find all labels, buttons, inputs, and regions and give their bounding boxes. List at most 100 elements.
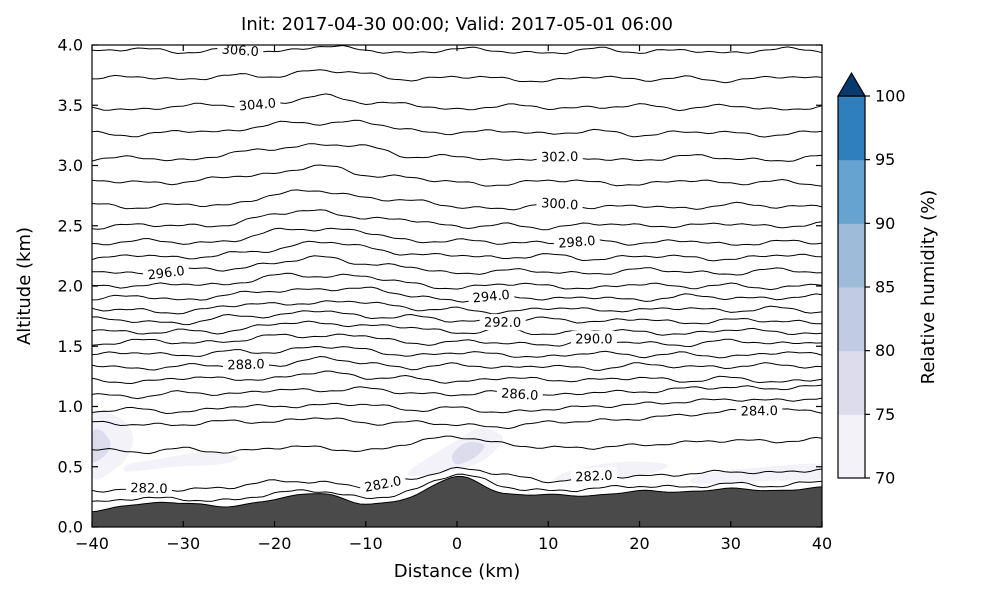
terrain bbox=[92, 475, 822, 527]
colorbar-tick-label: 80 bbox=[875, 341, 895, 360]
colorbar-tick-label: 95 bbox=[875, 150, 895, 169]
colorbar-tick-label: 75 bbox=[875, 405, 895, 424]
y-tick-label: 0.0 bbox=[58, 518, 83, 537]
x-axis-label: Distance (km) bbox=[394, 561, 520, 582]
contour-label: 290.0 bbox=[570, 331, 617, 348]
contour-label: 288.0 bbox=[222, 355, 270, 374]
y-axis-label: Altitude (km) bbox=[14, 227, 35, 345]
plot-area: 306.0 304.0 302.0 300.0 298.0 296.0 294.0 292.0… bbox=[92, 42, 822, 527]
svg-text:284.0: 284.0 bbox=[741, 404, 778, 420]
contour-label: 292.0 bbox=[479, 314, 526, 331]
contour-label: 284.0 bbox=[736, 402, 783, 420]
contour-line bbox=[92, 93, 822, 112]
contour-line bbox=[92, 255, 822, 276]
colorbar-segment bbox=[838, 96, 865, 161]
humidity-patch bbox=[92, 410, 134, 480]
colorbar-segment bbox=[838, 159, 865, 224]
contour-label: 282.0 bbox=[570, 466, 618, 486]
contour-line bbox=[92, 209, 822, 231]
colorbar-tick-label: 90 bbox=[875, 214, 895, 233]
axes: −40 −30 −20 −10 0 10 20 30 40 0.0 0.5 1.0 1.5 2.0 2.5 3… bbox=[58, 36, 833, 554]
x-tick-label: 0 bbox=[452, 534, 462, 553]
x-tick-label: 20 bbox=[629, 534, 649, 553]
svg-text:292.0: 292.0 bbox=[484, 316, 521, 331]
render-root: 306.0 304.0 302.0 300.0 298.0 296.0 294.0 292.0… bbox=[58, 36, 906, 554]
svg-text:298.0: 298.0 bbox=[558, 234, 596, 252]
y-tick-label: 0.5 bbox=[58, 457, 83, 476]
colorbar-over-arrow bbox=[836, 71, 867, 97]
x-tick-label: −40 bbox=[75, 534, 109, 553]
contour-line bbox=[92, 69, 822, 84]
contour-label: 304.0 bbox=[233, 94, 282, 115]
svg-text:302.0: 302.0 bbox=[541, 150, 578, 166]
colorbar-segment bbox=[838, 350, 865, 415]
contour-line bbox=[92, 473, 822, 502]
contour-line bbox=[92, 119, 822, 138]
contour-line bbox=[92, 333, 822, 348]
contour-line bbox=[92, 384, 822, 400]
contour-label: 302.0 bbox=[536, 148, 583, 166]
colorbar-segment bbox=[838, 414, 865, 479]
x-tick-label: 10 bbox=[538, 534, 558, 553]
contour-line bbox=[92, 227, 822, 246]
contour-line bbox=[92, 286, 822, 303]
humidity-shading bbox=[92, 410, 822, 484]
svg-text:282.0: 282.0 bbox=[363, 474, 402, 496]
svg-text:296.0: 296.0 bbox=[147, 264, 186, 284]
contour-line bbox=[92, 300, 822, 315]
contour-label: 282.0 bbox=[125, 479, 173, 497]
contour-lines bbox=[92, 45, 822, 502]
svg-text:306.0: 306.0 bbox=[221, 42, 259, 60]
y-tick-label: 3.5 bbox=[58, 96, 83, 115]
colorbar-label: Relative humidity (%) bbox=[918, 190, 939, 385]
svg-text:282.0: 282.0 bbox=[130, 481, 168, 497]
y-tick-label: 2.0 bbox=[58, 277, 83, 296]
svg-text:286.0: 286.0 bbox=[501, 386, 539, 404]
colorbar-tick-label: 70 bbox=[875, 469, 895, 488]
terrain-fill bbox=[92, 475, 822, 527]
contour-line bbox=[92, 397, 822, 415]
colorbar-tick-label: 85 bbox=[875, 278, 895, 297]
x-tick-label: 40 bbox=[812, 534, 832, 553]
contour-label: 300.0 bbox=[536, 194, 584, 213]
contour-line bbox=[92, 345, 822, 359]
svg-text:294.0: 294.0 bbox=[472, 288, 511, 307]
colorbar-segment bbox=[838, 223, 865, 288]
contour-label: 282.0 bbox=[358, 471, 408, 497]
contour-line bbox=[92, 355, 822, 371]
contour-line bbox=[92, 408, 822, 430]
contour-label: 296.0 bbox=[142, 261, 190, 284]
x-tick-label: −10 bbox=[349, 534, 383, 553]
chart-title: Init: 2017-04-30 00:00; Valid: 2017-05-0… bbox=[241, 14, 673, 35]
y-tick-label: 3.0 bbox=[58, 156, 83, 175]
y-tick-label: 1.5 bbox=[58, 337, 83, 356]
svg-text:282.0: 282.0 bbox=[575, 469, 613, 486]
contour-line bbox=[92, 240, 822, 262]
svg-text:290.0: 290.0 bbox=[575, 333, 612, 348]
x-tick-label: −30 bbox=[166, 534, 200, 553]
contour-label: 306.0 bbox=[216, 42, 264, 60]
svg-text:300.0: 300.0 bbox=[541, 196, 579, 213]
contour-label: 298.0 bbox=[553, 231, 601, 252]
contour-line bbox=[92, 310, 822, 326]
contour-line bbox=[92, 164, 822, 187]
humidity-patch bbox=[451, 441, 485, 465]
y-tick-label: 4.0 bbox=[58, 36, 83, 55]
contour-line bbox=[92, 370, 822, 385]
y-tick-label: 1.0 bbox=[58, 397, 83, 416]
svg-text:288.0: 288.0 bbox=[227, 357, 265, 373]
colorbar-tick-label: 100 bbox=[875, 87, 906, 106]
humidity-patch bbox=[689, 463, 822, 484]
contour-line bbox=[92, 320, 822, 336]
x-tick-label: −20 bbox=[258, 534, 292, 553]
contour-line bbox=[92, 435, 822, 455]
colorbar-segment bbox=[838, 287, 865, 352]
contour-label: 286.0 bbox=[496, 384, 544, 404]
contour-label: 294.0 bbox=[467, 285, 515, 307]
contour-line bbox=[92, 272, 822, 291]
svg-text:304.0: 304.0 bbox=[238, 96, 276, 114]
contour-line bbox=[92, 143, 822, 162]
y-tick-label: 2.5 bbox=[58, 216, 83, 235]
